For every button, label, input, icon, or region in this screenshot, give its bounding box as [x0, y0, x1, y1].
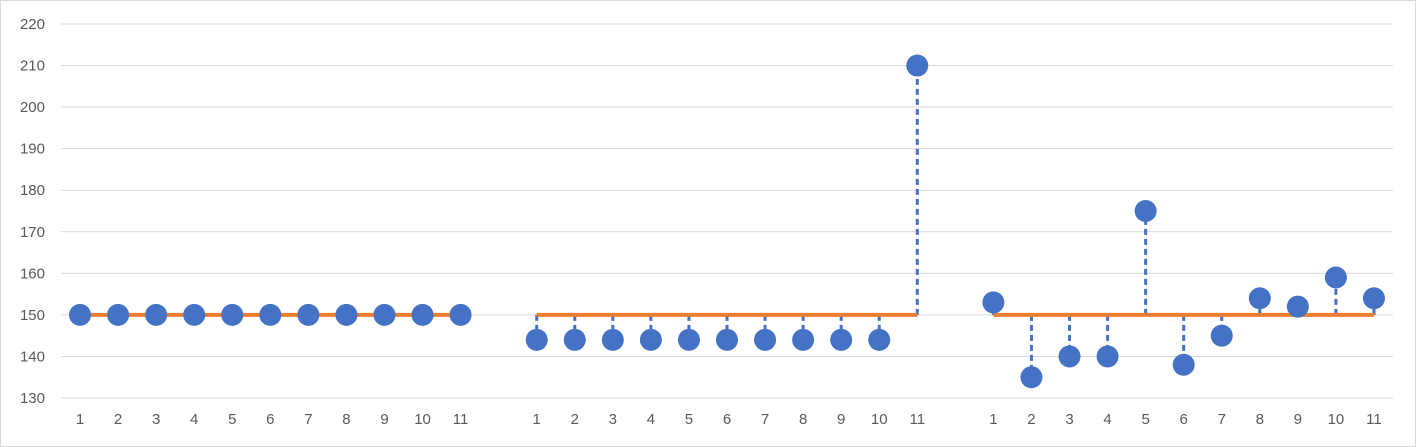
data-point [183, 303, 206, 326]
data-points [69, 54, 1385, 389]
data-point [1248, 287, 1271, 310]
x-tick-label: 4 [190, 411, 198, 428]
y-tick-label: 220 [20, 16, 45, 33]
y-tick-label: 210 [20, 58, 45, 75]
x-tick-label: 5 [685, 411, 693, 428]
data-point [525, 328, 548, 351]
x-tick-label: 1 [533, 411, 541, 428]
x-tick-label: 2 [571, 411, 579, 428]
data-point [677, 328, 700, 351]
x-tick-label: 6 [1180, 411, 1188, 428]
data-point [297, 303, 320, 326]
data-point [1324, 266, 1347, 289]
data-point [868, 328, 891, 351]
y-tick-label: 140 [20, 348, 45, 365]
x-tick-label: 10 [1328, 411, 1345, 428]
data-point [1096, 345, 1119, 368]
x-tick-label: 10 [871, 411, 888, 428]
deviation-stems [535, 65, 1376, 378]
x-tick-label: 6 [723, 411, 731, 428]
x-tick-label: 3 [609, 411, 617, 428]
y-tick-label: 150 [20, 307, 45, 324]
x-tick-label: 1 [989, 411, 997, 428]
x-tick-label: 1 [76, 411, 84, 428]
y-tick-label: 190 [20, 141, 45, 158]
x-tick-label: 11 [453, 411, 469, 428]
data-point [716, 328, 738, 351]
data-point [1286, 295, 1309, 318]
x-tick-label: 4 [1103, 411, 1111, 428]
y-tick-label: 160 [20, 265, 45, 282]
x-tick-label: 8 [1256, 411, 1264, 428]
x-tick-label: 5 [1141, 411, 1149, 428]
data-point [69, 303, 92, 326]
data-point [563, 328, 586, 351]
data-point [1210, 324, 1233, 347]
data-point [639, 328, 662, 351]
data-point [107, 303, 130, 326]
data-point [145, 303, 168, 326]
data-point [335, 303, 358, 326]
data-point [221, 303, 244, 326]
y-axis-tick-labels: 130 140 150 160 170 180 190 200 210 220 [20, 16, 45, 407]
y-tick-label: 170 [20, 224, 45, 241]
x-tick-label: 3 [152, 411, 160, 428]
x-tick-label: 6 [266, 411, 274, 428]
x-tick-label: 7 [304, 411, 312, 428]
data-point [906, 54, 929, 77]
data-point [792, 328, 815, 351]
x-tick-label: 9 [837, 411, 845, 428]
data-point [1362, 287, 1385, 310]
x-tick-label: 4 [647, 411, 655, 428]
x-tick-label: 5 [228, 411, 236, 428]
x-tick-label: 7 [1218, 411, 1226, 428]
x-tick-label: 7 [761, 411, 769, 428]
data-point [373, 303, 396, 326]
data-point [1020, 366, 1043, 389]
data-point [754, 328, 777, 351]
x-tick-label: 8 [342, 411, 350, 428]
data-point [411, 303, 434, 326]
y-tick-label: 130 [20, 390, 45, 407]
x-tick-label: 3 [1065, 411, 1073, 428]
x-tick-label: 2 [1027, 411, 1035, 428]
data-point [1058, 345, 1081, 368]
x-axis-tick-labels: 1 2 3 4 5 6 7 8 9 10 11 1 2 3 4 5 6 7 8 9 10 11 1 2 3 4 5 6 7 8 9 10 11 [76, 411, 1382, 428]
x-tick-label: 8 [799, 411, 807, 428]
x-tick-label: 11 [1366, 411, 1382, 428]
y-tick-label: 180 [20, 182, 45, 199]
data-point [830, 328, 853, 351]
x-tick-label: 9 [380, 411, 388, 428]
x-tick-label: 10 [414, 411, 431, 428]
data-point [601, 328, 624, 351]
y-tick-label: 200 [20, 99, 45, 116]
data-point [1172, 353, 1195, 376]
data-point [982, 291, 1005, 314]
x-tick-label: 2 [114, 411, 122, 428]
x-tick-label: 11 [909, 411, 925, 428]
data-point [259, 303, 282, 326]
data-point [449, 303, 472, 326]
data-point [1134, 200, 1157, 222]
x-tick-label: 9 [1294, 411, 1302, 428]
